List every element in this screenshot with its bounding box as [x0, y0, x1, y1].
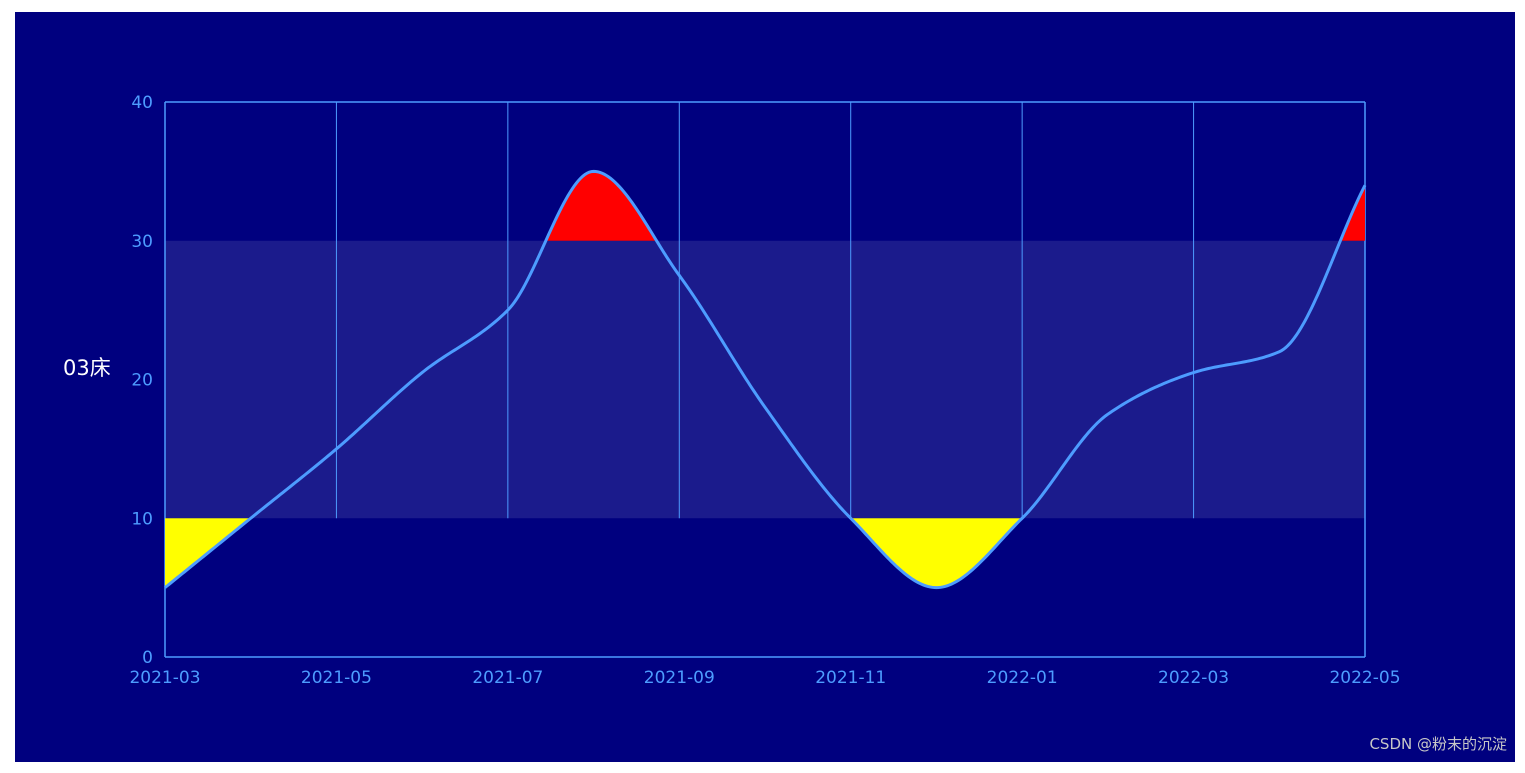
x-tick-label: 2021-07	[472, 668, 543, 688]
y-tick-label: 30	[131, 232, 153, 252]
x-tick-label: 2022-01	[987, 668, 1058, 688]
y-tick-label: 10	[131, 509, 153, 529]
normal-range-band	[165, 240, 1365, 519]
y-tick-label: 40	[131, 93, 153, 113]
y-tick-label: 0	[142, 648, 153, 668]
x-tick-label: 2021-05	[301, 668, 372, 688]
y-axis-label: 03床	[63, 356, 111, 380]
x-tick-label: 2021-03	[129, 668, 200, 688]
y-tick-label: 20	[131, 371, 153, 391]
watermark: CSDN @粉末的沉淀	[1369, 735, 1507, 753]
x-tick-label: 2021-11	[815, 668, 886, 688]
series-line	[164, 169, 1367, 590]
below-range-fill	[852, 518, 1020, 588]
x-tick-label: 2021-09	[644, 668, 715, 688]
x-tick-label: 2022-05	[1329, 668, 1400, 688]
x-tick-label: 2022-03	[1158, 668, 1229, 688]
chart-panel: 0 10 20 30 40 2021-03 2021-05 2021-07 2021-09 202…	[15, 12, 1515, 762]
line-chart: 0 10 20 30 40 2021-03 2021-05 2021-07 2021-09 202…	[129, 93, 1400, 688]
